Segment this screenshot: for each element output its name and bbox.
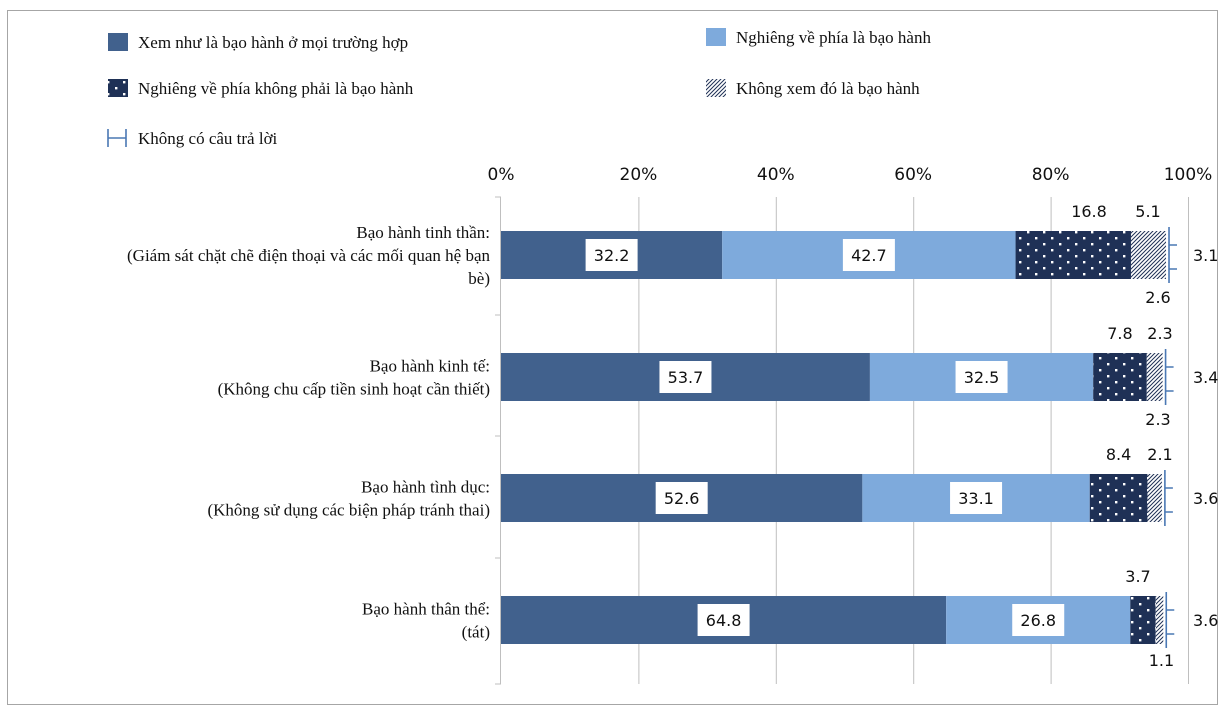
legend-swatch xyxy=(706,28,726,46)
category-label: Bạo hành tình dục: xyxy=(361,478,490,497)
bar-segment-no-answer xyxy=(1168,227,1178,283)
category-label: Bạo hành thân thể: xyxy=(362,600,490,619)
x-tick-label: 100% xyxy=(1164,165,1213,185)
data-label: 26.8 xyxy=(1020,611,1056,630)
legend-swatch xyxy=(108,33,128,51)
legend-item-3: Nghiêng về phía không phải là bạo hành xyxy=(108,79,414,98)
data-label: 3.6 xyxy=(1193,489,1218,508)
x-tick-label: 80% xyxy=(1032,165,1070,185)
bar-segment-3 xyxy=(1015,231,1131,279)
data-labels: 32.2 42.7 16.8 5.1 3.1 2.6 53.7 32.5 7.8 2.3 3.4 2.… xyxy=(585,202,1218,670)
legend-label: Không xem đó là bạo hành xyxy=(736,79,920,98)
data-label: 52.6 xyxy=(664,489,700,508)
data-label: 7.8 xyxy=(1107,324,1132,343)
data-label: 1.1 xyxy=(1149,651,1174,670)
data-label-box xyxy=(842,239,895,271)
data-label-box xyxy=(697,604,750,636)
data-label: 2.3 xyxy=(1147,324,1172,343)
legend-label: Nghiêng về phía không phải là bạo hành xyxy=(138,79,414,98)
legend-swatch xyxy=(107,129,127,147)
x-axis: 0% 20% 40% 60% 80% 100% xyxy=(488,165,1213,685)
bar-segment-no-answer xyxy=(1165,592,1175,648)
data-label: 3.4 xyxy=(1193,368,1218,387)
bar-segment-3 xyxy=(1093,353,1147,401)
data-label-box xyxy=(955,361,1008,393)
bar-segment-4 xyxy=(1155,596,1164,644)
bar-segment-no-answer xyxy=(1164,349,1174,405)
data-label: 2.6 xyxy=(1145,288,1170,307)
data-label: 64.8 xyxy=(706,611,742,630)
data-label: 16.8 xyxy=(1071,202,1107,221)
x-tick-label: 60% xyxy=(894,165,932,185)
category-labels: Bạo hành tinh thần: (Giám sát chặt chẽ đi… xyxy=(127,223,490,642)
category-label: Bạo hành tinh thần: xyxy=(356,223,490,242)
legend-item-1: Xem như là bạo hành ở mọi trường hợp xyxy=(108,33,408,52)
data-label: 32.2 xyxy=(594,246,630,265)
data-label: 33.1 xyxy=(958,489,994,508)
bar-segment-3 xyxy=(1130,596,1156,644)
data-label: 8.4 xyxy=(1106,445,1131,464)
data-label-box xyxy=(1012,604,1065,636)
legend-swatch xyxy=(108,79,128,97)
legend-label: Xem như là bạo hành ở mọi trường hợp xyxy=(138,33,408,52)
data-label: 32.5 xyxy=(964,368,1000,387)
data-label-box xyxy=(585,239,638,271)
legend-swatch xyxy=(706,79,726,97)
data-label: 3.1 xyxy=(1193,246,1218,265)
legend-label: Nghiêng về phía là bạo hành xyxy=(736,28,931,47)
data-label: 5.1 xyxy=(1135,202,1160,221)
legend: Xem như là bạo hành ở mọi trường hợp Nghi… xyxy=(107,28,931,148)
data-label: 42.7 xyxy=(851,246,887,265)
data-label-box xyxy=(950,482,1003,514)
legend-label: Không có câu trả lời xyxy=(138,129,278,148)
data-label: 2.3 xyxy=(1145,410,1170,429)
category-label: bè) xyxy=(468,269,490,288)
data-label: 2.1 xyxy=(1147,445,1172,464)
x-tick-label: 20% xyxy=(620,165,658,185)
bar-segment-4 xyxy=(1146,353,1163,401)
category-label: (Không sử dụng các biện pháp tránh thai) xyxy=(207,501,490,520)
bar-segment-3 xyxy=(1089,474,1148,522)
legend-item-2: Nghiêng về phía là bạo hành xyxy=(706,28,931,47)
data-label: 53.7 xyxy=(668,368,704,387)
category-label: (Không chu cấp tiền sinh hoạt cần thiết) xyxy=(218,380,490,399)
data-label-box xyxy=(659,361,712,393)
bar-segment-no-answer xyxy=(1164,470,1173,526)
category-label: (Giám sát chặt chẽ điện thoại và các mối… xyxy=(127,246,490,265)
legend-item-5: Không có câu trả lời xyxy=(107,129,278,148)
category-label: (tát) xyxy=(462,623,490,642)
x-tick-label: 40% xyxy=(757,165,795,185)
data-label: 3.6 xyxy=(1193,611,1218,630)
bar-segment-4 xyxy=(1147,474,1162,522)
bar-segment-4 xyxy=(1130,231,1167,279)
x-tick-label: 0% xyxy=(488,165,515,185)
category-label: Bạo hành kinh tế: xyxy=(370,357,490,376)
legend-item-4: Không xem đó là bạo hành xyxy=(706,79,920,98)
data-label-box xyxy=(655,482,708,514)
data-label: 3.7 xyxy=(1125,567,1150,586)
